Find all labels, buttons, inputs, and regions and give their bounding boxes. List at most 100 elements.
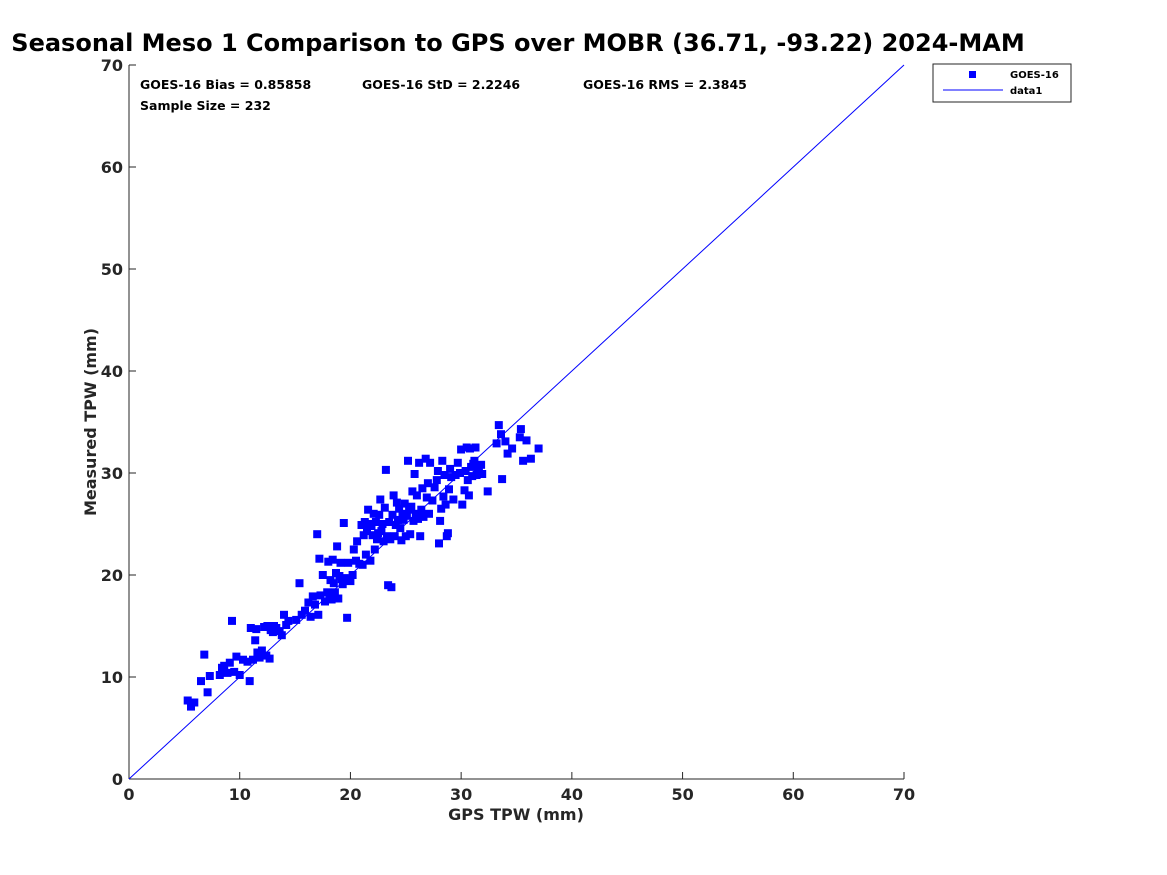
data-point [252, 625, 261, 634]
data-point [359, 531, 368, 540]
data-point [470, 456, 479, 465]
data-point [376, 495, 385, 504]
data-point [280, 610, 288, 619]
data-point [478, 470, 487, 478]
data-point [419, 512, 428, 521]
data-point [464, 491, 473, 500]
y-tick-label: 60 [101, 158, 123, 177]
data-point [284, 616, 293, 625]
data-point [392, 498, 401, 507]
data-point [253, 648, 262, 657]
data-point [422, 493, 431, 502]
data-point [371, 518, 380, 526]
data-point [477, 460, 486, 469]
data-point [492, 439, 501, 448]
data-point [472, 471, 481, 479]
x-tick-label: 70 [893, 785, 915, 804]
data-point [421, 454, 430, 463]
data-point [411, 509, 420, 518]
data-point [398, 509, 407, 518]
bias-annotation: GOES-16 Bias = 0.85858 [140, 77, 311, 92]
data-point [515, 433, 524, 442]
data-point [410, 470, 419, 478]
data-point [239, 655, 247, 664]
y-tick-label: 40 [101, 362, 123, 381]
data-point [388, 510, 397, 519]
data-point [353, 537, 362, 546]
data-point [220, 661, 229, 670]
data-point [461, 467, 470, 475]
data-point [387, 583, 396, 592]
data-point [415, 458, 424, 467]
data-point [400, 499, 409, 508]
legend-marker-goes16 [969, 71, 976, 78]
y-tick-label: 20 [101, 566, 123, 585]
sample-size-annotation: Sample Size = 232 [140, 98, 271, 113]
data-point [443, 529, 452, 538]
data-point [498, 475, 507, 484]
data-point [363, 527, 371, 536]
data-point [268, 628, 277, 637]
data-point [361, 550, 370, 559]
y-axis-label: Measured TPW (mm) [81, 328, 100, 516]
data-point [313, 530, 322, 539]
y-tick-label: 0 [112, 770, 123, 789]
data-point [534, 444, 543, 453]
data-point [386, 535, 395, 544]
data-point [314, 610, 323, 619]
data-point [311, 600, 319, 609]
data-point [344, 558, 353, 567]
x-tick-label: 60 [782, 785, 804, 804]
data-point [306, 612, 315, 621]
data-point [304, 598, 313, 607]
y-tick-label: 10 [101, 668, 123, 687]
data-point [423, 479, 432, 488]
data-point [336, 558, 345, 567]
data-point [503, 449, 512, 458]
data-point [257, 646, 266, 655]
data-point [373, 535, 381, 544]
data-point [494, 421, 503, 430]
data-point [301, 606, 309, 615]
data-point [295, 579, 304, 588]
data-point [446, 464, 455, 473]
data-point [205, 672, 214, 680]
data-point [330, 588, 339, 597]
data-point [409, 516, 418, 525]
data-point [404, 456, 412, 465]
legend-box [932, 63, 1072, 103]
data-point [445, 485, 453, 494]
data-point [483, 487, 492, 496]
data-point [468, 472, 477, 481]
data-point [368, 531, 377, 540]
data-point [263, 622, 272, 630]
data-point [348, 571, 357, 579]
data-point [225, 658, 234, 667]
data-point [228, 616, 236, 625]
data-point [412, 491, 421, 500]
x-tick-label: 0 [123, 785, 134, 804]
data-point [277, 631, 286, 640]
data-point [397, 536, 406, 545]
data-point [379, 537, 388, 546]
data-point [297, 610, 306, 619]
x-tick-label: 10 [229, 785, 251, 804]
data-point [414, 514, 422, 523]
data-point [223, 668, 232, 677]
data-point [394, 515, 402, 524]
data-point [428, 496, 437, 505]
data-point [275, 627, 284, 636]
data-point [407, 502, 416, 511]
data-point [390, 532, 399, 541]
data-point [380, 503, 389, 512]
data-point [360, 518, 369, 526]
legend-label-data1: data1 [1010, 86, 1042, 97]
data-point [375, 510, 384, 519]
data-point [417, 505, 426, 514]
data-point [333, 542, 342, 551]
data-point [439, 492, 448, 501]
plot-area [128, 65, 904, 780]
y-tick-label: 30 [101, 464, 123, 483]
data-point [418, 484, 427, 493]
